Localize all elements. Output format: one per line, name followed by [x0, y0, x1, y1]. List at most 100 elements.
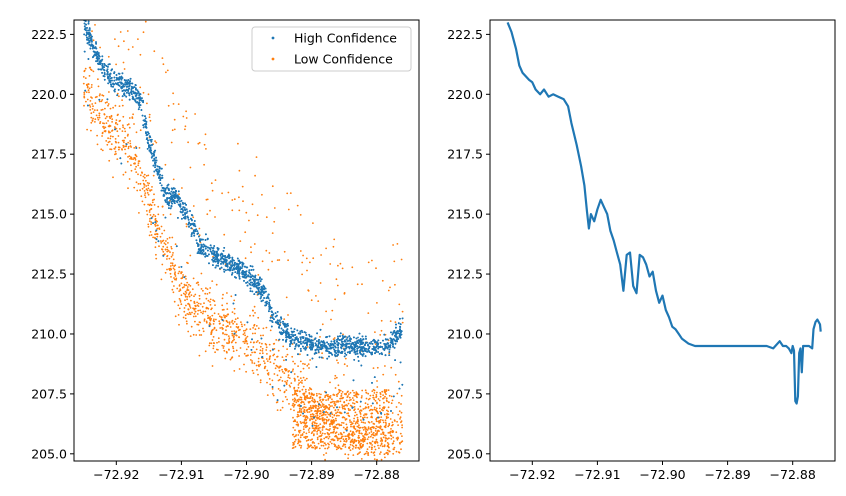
low-confidence-point	[254, 312, 256, 314]
low-confidence-point	[312, 257, 315, 260]
low-confidence-point	[167, 250, 170, 252]
low-confidence-point	[369, 435, 372, 438]
low-confidence-point	[251, 362, 254, 364]
low-confidence-point	[333, 414, 336, 416]
low-confidence-point	[206, 293, 209, 295]
low-confidence-point	[400, 403, 402, 405]
low-confidence-point	[165, 240, 167, 242]
low-confidence-point	[387, 289, 390, 292]
low-confidence-point	[297, 424, 299, 427]
low-confidence-point	[292, 360, 294, 363]
low-confidence-point	[319, 399, 321, 402]
low-confidence-point	[178, 266, 181, 269]
low-confidence-point	[187, 302, 190, 305]
low-confidence-point	[318, 435, 321, 438]
low-confidence-point	[200, 272, 203, 275]
low-confidence-point	[232, 350, 235, 353]
low-confidence-point	[358, 430, 361, 433]
low-confidence-point	[226, 313, 229, 316]
low-confidence-point	[196, 301, 199, 304]
low-confidence-point	[197, 302, 200, 305]
low-confidence-point	[367, 261, 370, 264]
low-confidence-point	[336, 427, 339, 430]
low-confidence-point	[161, 232, 164, 235]
low-confidence-point	[388, 450, 391, 453]
low-confidence-point	[364, 407, 366, 410]
low-confidence-point	[198, 334, 201, 336]
low-confidence-point	[303, 421, 306, 423]
low-confidence-point	[356, 392, 359, 395]
low-confidence-point	[139, 4, 141, 6]
low-confidence-point	[243, 363, 245, 366]
low-confidence-point	[98, 94, 101, 97]
low-confidence-point	[293, 409, 295, 412]
low-confidence-point	[197, 142, 200, 145]
low-confidence-point	[309, 439, 312, 441]
low-confidence-point	[135, 165, 138, 168]
low-confidence-point	[114, 138, 117, 140]
low-confidence-point	[177, 103, 180, 105]
low-confidence-point	[130, 164, 132, 167]
low-confidence-point	[289, 385, 292, 388]
low-confidence-point	[339, 432, 342, 434]
low-confidence-point	[271, 260, 273, 263]
low-confidence-point	[371, 408, 373, 411]
low-confidence-point	[391, 442, 394, 445]
low-confidence-point	[296, 415, 299, 418]
low-confidence-point	[145, 188, 148, 191]
low-confidence-point	[106, 115, 108, 118]
low-confidence-point	[139, 189, 142, 192]
low-confidence-point	[225, 333, 228, 336]
low-confidence-point	[353, 406, 356, 408]
low-confidence-point	[344, 404, 347, 407]
low-confidence-point	[350, 405, 353, 408]
low-confidence-point	[269, 383, 272, 386]
low-confidence-point	[329, 405, 332, 407]
low-confidence-point	[338, 406, 341, 409]
low-confidence-point	[240, 321, 242, 323]
low-confidence-point	[343, 444, 345, 446]
low-confidence-point	[304, 363, 306, 366]
low-confidence-point	[365, 450, 368, 453]
low-confidence-point	[174, 243, 177, 246]
low-confidence-point	[153, 193, 155, 196]
low-confidence-point	[123, 68, 126, 70]
low-confidence-point	[292, 416, 294, 419]
low-confidence-point	[154, 215, 157, 218]
low-confidence-point	[325, 436, 328, 439]
low-confidence-point	[335, 423, 338, 426]
low-confidence-point	[121, 130, 124, 133]
low-confidence-point	[124, 130, 127, 133]
low-confidence-point	[192, 277, 195, 280]
low-confidence-point	[300, 445, 303, 447]
low-confidence-point	[231, 334, 234, 337]
low-confidence-point	[209, 316, 212, 318]
low-confidence-point	[96, 109, 99, 112]
low-confidence-point	[347, 412, 350, 415]
low-confidence-point	[209, 209, 211, 212]
low-confidence-point	[392, 452, 395, 455]
low-confidence-point	[349, 440, 352, 443]
low-confidence-point	[250, 246, 252, 249]
low-confidence-point	[320, 401, 323, 403]
low-confidence-point	[293, 440, 296, 443]
low-confidence-point	[378, 447, 380, 449]
low-confidence-point	[285, 296, 288, 299]
low-confidence-point	[209, 304, 212, 306]
low-confidence-point	[332, 406, 335, 409]
low-confidence-point	[86, 128, 88, 131]
low-confidence-point	[114, 104, 117, 107]
low-confidence-point	[300, 408, 303, 410]
low-confidence-point	[146, 189, 149, 192]
low-confidence-point	[343, 401, 346, 404]
low-confidence-point	[311, 397, 314, 400]
low-confidence-point	[266, 381, 268, 384]
low-confidence-point	[100, 109, 103, 111]
low-confidence-point	[152, 174, 155, 177]
low-confidence-point	[137, 164, 140, 167]
low-confidence-point	[291, 404, 294, 407]
low-confidence-point	[189, 313, 192, 316]
low-confidence-point	[155, 257, 158, 260]
low-confidence-point	[253, 341, 255, 344]
low-confidence-point	[133, 123, 135, 125]
